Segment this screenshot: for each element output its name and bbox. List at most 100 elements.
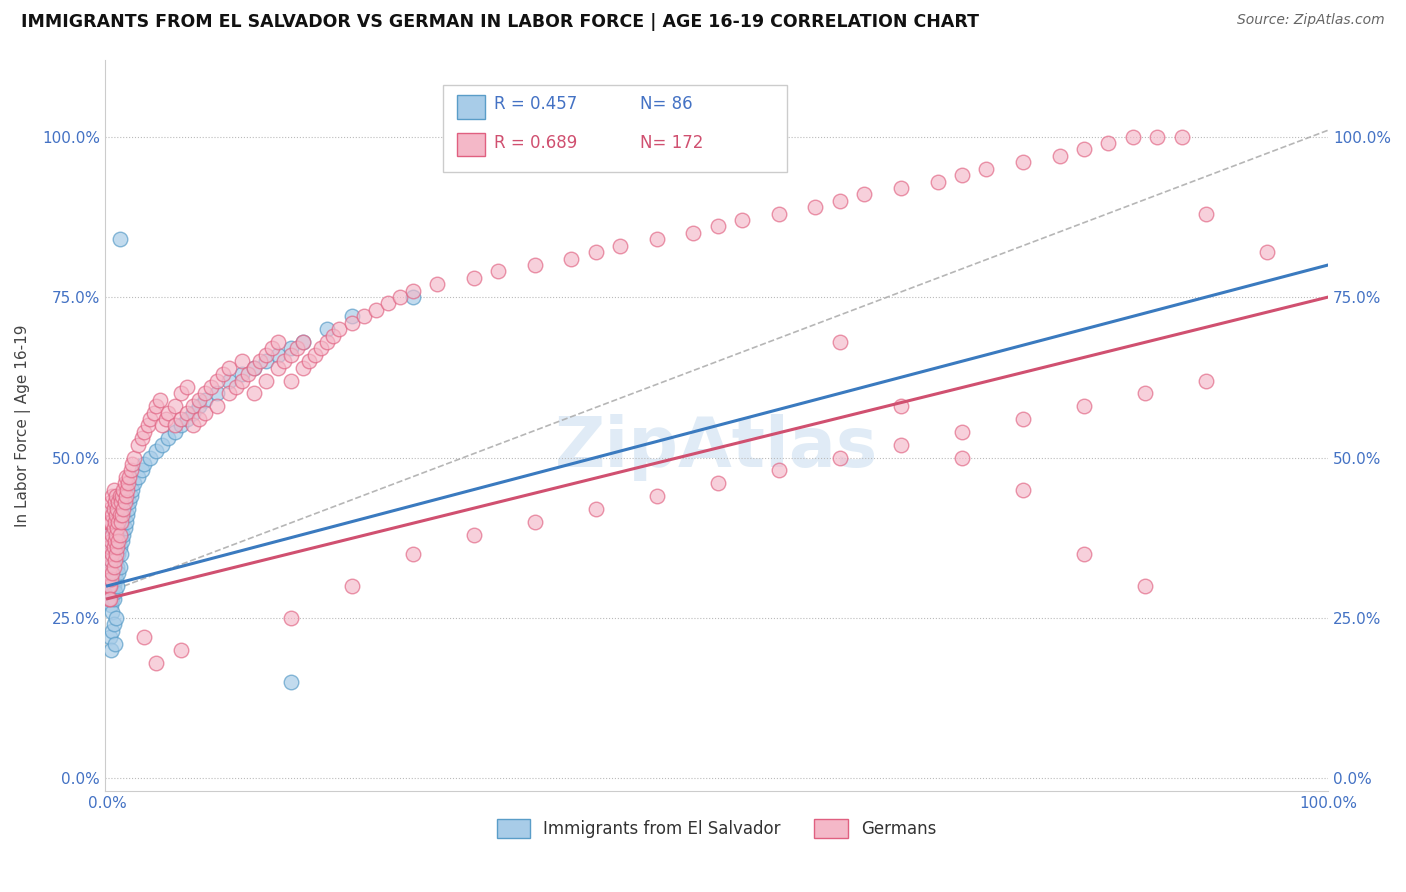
Point	[97, 579, 120, 593]
Point	[101, 489, 124, 503]
Point	[101, 591, 124, 606]
Text: R = 0.689: R = 0.689	[494, 134, 576, 152]
Point	[950, 168, 973, 182]
Point	[104, 637, 127, 651]
Point	[108, 521, 131, 535]
Point	[364, 302, 387, 317]
Point	[105, 521, 128, 535]
Point	[103, 501, 125, 516]
Point	[132, 457, 155, 471]
Point	[927, 175, 949, 189]
Point	[377, 296, 399, 310]
Point	[463, 270, 485, 285]
Point	[236, 367, 259, 381]
Point	[200, 380, 222, 394]
Point	[105, 501, 128, 516]
Point	[1073, 547, 1095, 561]
Point	[98, 559, 121, 574]
Point	[110, 547, 132, 561]
Point	[103, 579, 125, 593]
Point	[176, 380, 198, 394]
Point	[101, 579, 124, 593]
Point	[280, 342, 302, 356]
Point	[103, 483, 125, 497]
Point	[1146, 129, 1168, 144]
Point	[104, 547, 127, 561]
Point	[118, 470, 141, 484]
Point	[115, 483, 138, 497]
Text: N= 172: N= 172	[640, 134, 703, 152]
Point	[115, 508, 138, 523]
Point	[340, 310, 363, 324]
Point	[401, 284, 423, 298]
Point	[112, 501, 135, 516]
Point	[101, 566, 124, 580]
Point	[340, 316, 363, 330]
Point	[136, 418, 159, 433]
Point	[101, 527, 124, 541]
Point	[426, 277, 449, 292]
Point	[100, 553, 122, 567]
Point	[97, 515, 120, 529]
Point	[309, 342, 332, 356]
Point	[114, 489, 136, 503]
Point	[107, 547, 129, 561]
Point	[104, 566, 127, 580]
Point	[98, 559, 121, 574]
Point	[108, 527, 131, 541]
Point	[104, 489, 127, 503]
Point	[132, 630, 155, 644]
Point	[98, 591, 121, 606]
Point	[104, 547, 127, 561]
Point	[585, 501, 607, 516]
Point	[463, 527, 485, 541]
Point	[267, 348, 290, 362]
Point	[101, 547, 124, 561]
Point	[145, 656, 167, 670]
Point	[316, 334, 339, 349]
Point	[100, 527, 122, 541]
Point	[110, 527, 132, 541]
Text: IMMIGRANTS FROM EL SALVADOR VS GERMAN IN LABOR FORCE | AGE 16-19 CORRELATION CHA: IMMIGRANTS FROM EL SALVADOR VS GERMAN IN…	[21, 13, 979, 31]
Point	[97, 566, 120, 580]
Point	[110, 495, 132, 509]
Y-axis label: In Labor Force | Age 16-19: In Labor Force | Age 16-19	[15, 324, 31, 526]
Point	[104, 515, 127, 529]
Point	[707, 219, 730, 234]
Point	[150, 418, 173, 433]
Point	[169, 643, 191, 657]
Point	[100, 515, 122, 529]
Point	[122, 450, 145, 465]
Point	[155, 412, 177, 426]
Point	[101, 605, 124, 619]
Point	[103, 501, 125, 516]
Point	[98, 630, 121, 644]
Point	[107, 566, 129, 580]
Point	[100, 553, 122, 567]
Point	[104, 508, 127, 523]
Point	[254, 348, 277, 362]
Point	[117, 501, 139, 516]
Point	[267, 360, 290, 375]
Point	[890, 399, 912, 413]
Point	[131, 463, 153, 477]
Point	[176, 412, 198, 426]
Point	[890, 181, 912, 195]
Point	[114, 470, 136, 484]
Point	[98, 566, 121, 580]
Point	[218, 374, 240, 388]
Point	[163, 399, 186, 413]
Point	[291, 334, 314, 349]
Point	[316, 322, 339, 336]
Point	[157, 406, 180, 420]
Point	[194, 406, 217, 420]
Point	[121, 457, 143, 471]
Point	[249, 354, 271, 368]
Point	[104, 553, 127, 567]
Point	[181, 418, 204, 433]
Point	[976, 161, 998, 176]
Point	[280, 348, 302, 362]
Point	[188, 399, 211, 413]
Point	[104, 527, 127, 541]
Point	[389, 290, 412, 304]
